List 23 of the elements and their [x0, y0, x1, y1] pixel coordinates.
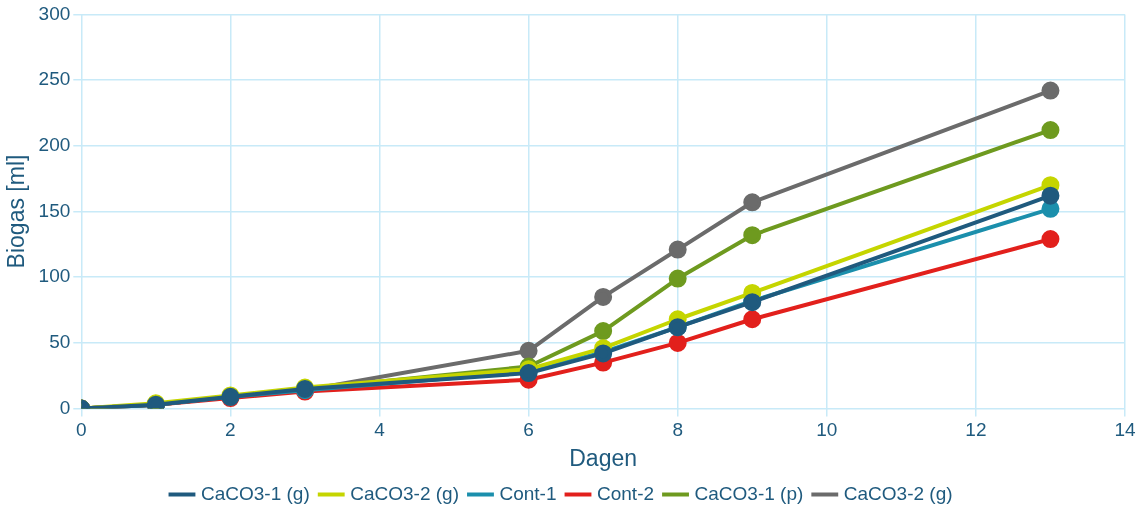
y-tick-label: 50 — [49, 331, 71, 353]
x-tick-label: 2 — [225, 419, 236, 441]
x-tick-label: 8 — [672, 419, 683, 441]
legend-label: CaCO3-2 (g) — [843, 482, 953, 504]
y-tick-label: 100 — [38, 265, 71, 287]
y-axis-title: Biogas [ml] — [3, 154, 30, 269]
x-tick-label: 4 — [374, 419, 386, 441]
x-tick-label: 12 — [965, 419, 987, 441]
x-tick-label: 0 — [76, 419, 87, 441]
y-tick-label: 150 — [38, 199, 71, 221]
x-tick-label: 14 — [1114, 419, 1136, 441]
y-tick-label: 300 — [38, 2, 71, 24]
legend-label: CaCO3-2 (g) — [350, 482, 459, 504]
x-axis-title: Dagen — [569, 444, 638, 471]
legend-label: CaCO3-1 (p) — [694, 482, 804, 504]
x-tick-label: 6 — [523, 419, 534, 441]
x-tick-label: 10 — [816, 419, 838, 441]
y-tick-label: 250 — [38, 68, 71, 90]
legend-label: Cont-1 — [499, 482, 557, 504]
y-tick-label: 0 — [59, 396, 71, 418]
legend-label: CaCO3-1 (g) — [200, 482, 310, 504]
legend-label: Cont-2 — [597, 482, 655, 504]
y-tick-label: 200 — [38, 134, 71, 156]
